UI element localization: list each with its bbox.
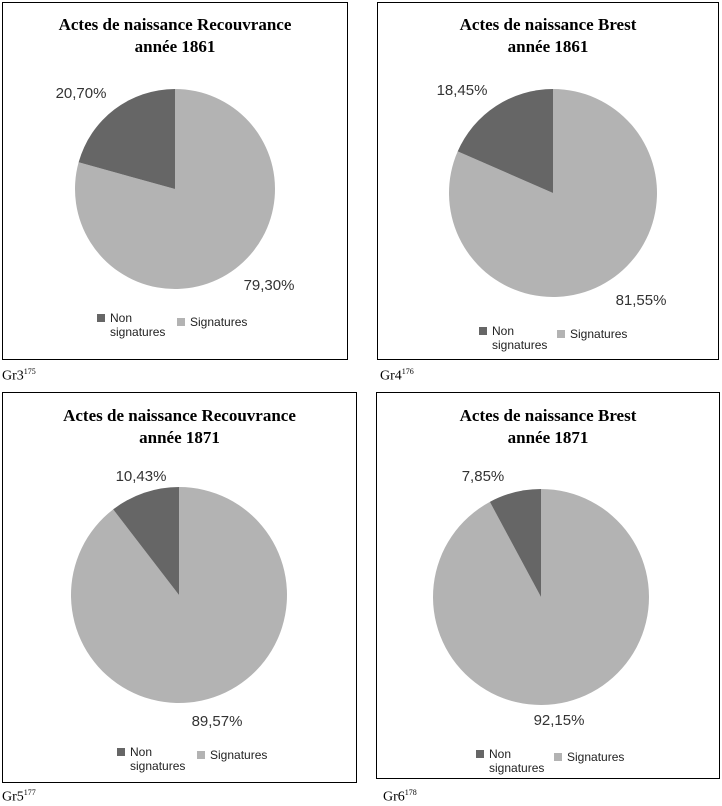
chart-title-line1: Actes de naissance Recouvrance [63, 406, 296, 425]
legend-swatch-signatures [554, 753, 562, 761]
pie-slice-non-signatures [113, 487, 179, 595]
legend-swatch-non-signatures [479, 327, 487, 335]
legend-label: Non signatures [492, 324, 548, 352]
legend-label: Signatures [567, 750, 625, 764]
pie-chart: 7,85% 92,15% [433, 468, 649, 729]
legend-swatch-signatures [557, 330, 565, 338]
legend-swatch-non-signatures [476, 750, 484, 758]
pie-chart: 18,45% 81,55% [437, 82, 667, 309]
chart-title-line1: Actes de naissance Brest [459, 15, 637, 34]
data-label-signatures: 89,57% [192, 713, 243, 730]
caption-text: Gr6 [383, 789, 405, 805]
figure-caption: Gr6178 [383, 788, 417, 806]
legend-label: Signatures [210, 748, 268, 762]
data-label-signatures: 92,15% [534, 712, 585, 729]
legend-swatch-non-signatures [117, 748, 125, 756]
chart-panel-2: Actes de naissance Brest année 1861 18,4… [377, 2, 719, 360]
chart-title-line2: année 1861 [507, 37, 589, 56]
footnote-ref: 178 [404, 788, 417, 797]
legend-swatch-non-signatures [97, 314, 105, 322]
chart-title-line2: année 1871 [139, 428, 220, 447]
data-label-non-signatures: 18,45% [437, 82, 488, 99]
pie-slice-non-signatures [78, 89, 175, 189]
data-label-non-signatures: 20,70% [56, 85, 107, 102]
figure-caption: Gr4176 [380, 367, 414, 385]
footnote-ref: 175 [23, 367, 36, 376]
data-label-signatures: 79,30% [244, 277, 295, 294]
chart-legend: Non signatures Signatures [97, 311, 337, 345]
caption-text: Gr3 [2, 368, 24, 384]
caption-text: Gr4 [380, 368, 402, 384]
pie-slice-non-signatures [457, 89, 553, 193]
footnote-ref: 176 [401, 367, 414, 376]
chart-legend: Non signatures Signatures [476, 747, 706, 781]
legend-label: Signatures [570, 327, 628, 341]
chart-panel-1: Actes de naissance Recouvrance année 186… [2, 2, 348, 360]
data-label-non-signatures: 10,43% [116, 468, 167, 485]
legend-swatch-signatures [177, 318, 185, 326]
figure-caption: Gr5177 [2, 788, 36, 806]
chart-title-line1: Actes de naissance Brest [459, 406, 637, 425]
legend-label: Signatures [190, 315, 248, 329]
pie-chart: 10,43% 89,57% [70, 468, 287, 730]
chart-legend: Non signatures Signatures [479, 324, 709, 358]
legend-swatch-signatures [197, 751, 205, 759]
chart-title-line2: année 1861 [134, 37, 216, 56]
legend-label: Non signatures [489, 747, 545, 775]
legend-label: Non signatures [110, 311, 166, 339]
caption-text: Gr5 [2, 789, 24, 805]
legend-label: Non signatures [130, 745, 186, 773]
figure-caption: Gr3175 [2, 367, 36, 385]
pie-chart: 20,70% 79,30% [56, 85, 295, 294]
data-label-signatures: 81,55% [616, 292, 667, 309]
chart-panel-4: Actes de naissance Brest année 1871 7,85… [376, 392, 720, 779]
footnote-ref: 177 [23, 788, 36, 797]
chart-title-line2: année 1871 [507, 428, 589, 447]
chart-title-line1: Actes de naissance Recouvrance [58, 15, 292, 34]
chart-panel-3: Actes de naissance Recouvrance année 187… [2, 392, 357, 783]
data-label-non-signatures: 7,85% [462, 468, 505, 485]
chart-legend: Non signatures Signatures [117, 745, 347, 779]
pie-slice-non-signatures [489, 489, 541, 597]
